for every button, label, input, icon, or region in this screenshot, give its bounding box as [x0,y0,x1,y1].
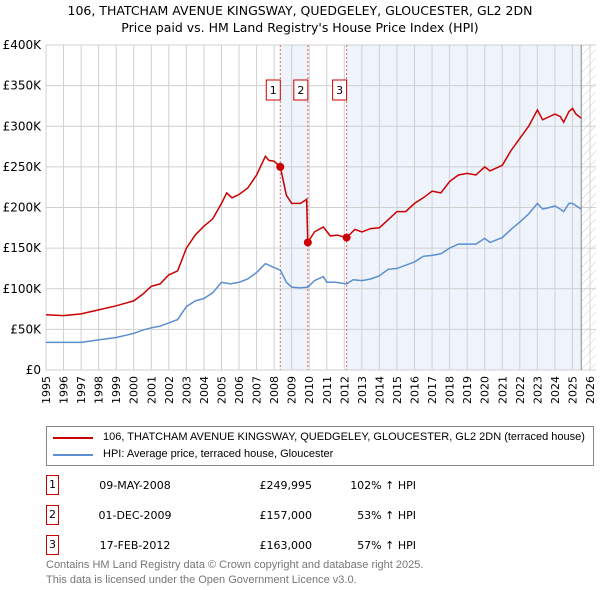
sale-badge [265,79,281,101]
legend-red-line [53,436,93,439]
x-tick-label: 1996 [58,376,71,404]
x-tick-label: 1995 [40,376,53,404]
x-tick-label: 2019 [461,376,474,404]
transaction-row: 2 01-DEC-2009 £157,000 53% ↑ HPI [46,505,446,527]
y-tick-label: £150K [3,241,43,255]
x-tick-label: 1999 [110,376,123,404]
footer-line1: Contains HM Land Registry data © Crown c… [46,559,424,571]
series-line [45,107,582,317]
series-line [46,202,582,344]
x-tick-label: 2008 [268,376,281,404]
x-tick-label: 2005 [215,376,228,404]
transaction-date: 17-FEB-2012 [99,539,171,552]
y-tick-label: £400K [3,38,43,52]
x-tick-label: 2006 [233,376,246,404]
transaction-badge: 2 [46,505,59,525]
x-tick-label: 2016 [409,376,422,404]
legend-blue-line [53,453,93,456]
price-chart: 1995 1996 1997 1998 1999 2000 2001 2002 2003 2004… [3,38,597,404]
x-tick-label: 2023 [531,376,544,404]
sale-badge [332,79,348,101]
transaction-price: £249,995 [259,479,313,492]
x-tick-label: 2025 [566,376,579,404]
transaction-date: 09-MAY-2008 [99,479,171,492]
sale-point [303,238,312,247]
x-tick-label: 2007 [251,376,264,404]
x-tick-label: 2003 [180,376,193,404]
transaction-badge: 3 [46,535,59,555]
sale-point [342,233,351,242]
x-tick-label: 2026 [584,376,597,404]
transaction-badge: 1 [46,475,59,495]
x-tick-label: 2010 [303,376,316,404]
transaction-price: £157,000 [259,509,313,522]
x-tick-label: 2017 [426,376,439,404]
x-tick-label: 2004 [198,376,211,404]
transaction-row: 3 17-FEB-2012 £163,000 57% ↑ HPI [46,535,446,557]
transaction-row: 1 09-MAY-2008 £249,995 102% ↑ HPI [46,475,446,497]
transaction-date: 01-DEC-2009 [98,509,172,522]
x-tick-label: 2013 [356,376,369,404]
y-tick-label: £100K [3,282,43,296]
x-tick-label: 1997 [75,376,88,404]
x-tick-label: 2011 [321,376,334,404]
x-tick-label: 2012 [338,376,351,404]
transaction-hpi: 102% ↑ HPI [350,479,416,492]
x-tick-label: 2024 [549,376,562,404]
y-tick-label: £300K [3,119,43,133]
x-tick-label: 2002 [163,376,176,404]
x-tick-label: 2000 [128,376,141,404]
y-tick-label: £350K [3,79,43,93]
x-tick-label: 2018 [444,376,457,404]
transaction-hpi: 53% ↑ HPI [357,509,416,522]
x-tick-label: 2015 [391,376,404,404]
x-tick-label: 2021 [496,376,509,404]
legend: 106, THATCHAM AVENUE KINGSWAY, QUEDGELEY… [46,426,594,466]
legend-property-label: 106, THATCHAM AVENUE KINGSWAY, QUEDGELEY… [103,431,585,443]
x-tick-label: 2020 [479,376,492,404]
x-tick-label: 2014 [373,376,386,404]
footer-line2: This data is licensed under the Open Gov… [46,574,357,586]
x-tick-label: 2022 [514,376,527,404]
x-tick-label: 1998 [93,376,106,404]
y-tick-label: £250K [3,160,43,174]
transaction-hpi: 57% ↑ HPI [357,539,416,552]
y-tick-label: £0 [26,363,41,377]
y-tick-label: £200K [3,201,43,215]
sale-point [276,162,285,171]
x-tick-label: 2009 [286,376,299,404]
sale-badge [293,79,309,101]
sale-badge-label: 1 [270,84,277,97]
sale-badge-label: 2 [297,84,304,97]
chart-title: 106, THATCHAM AVENUE KINGSWAY, QUEDGELEY… [67,3,533,18]
sale-badge-label: 3 [336,84,343,97]
y-tick-label: £50K [10,322,42,336]
legend-hpi-label: HPI: Average price, terraced house, Glou… [103,448,334,460]
transaction-price: £163,000 [259,539,313,552]
chart-subtitle: Price paid vs. HM Land Registry's House … [121,20,479,35]
x-tick-label: 2001 [145,376,158,404]
